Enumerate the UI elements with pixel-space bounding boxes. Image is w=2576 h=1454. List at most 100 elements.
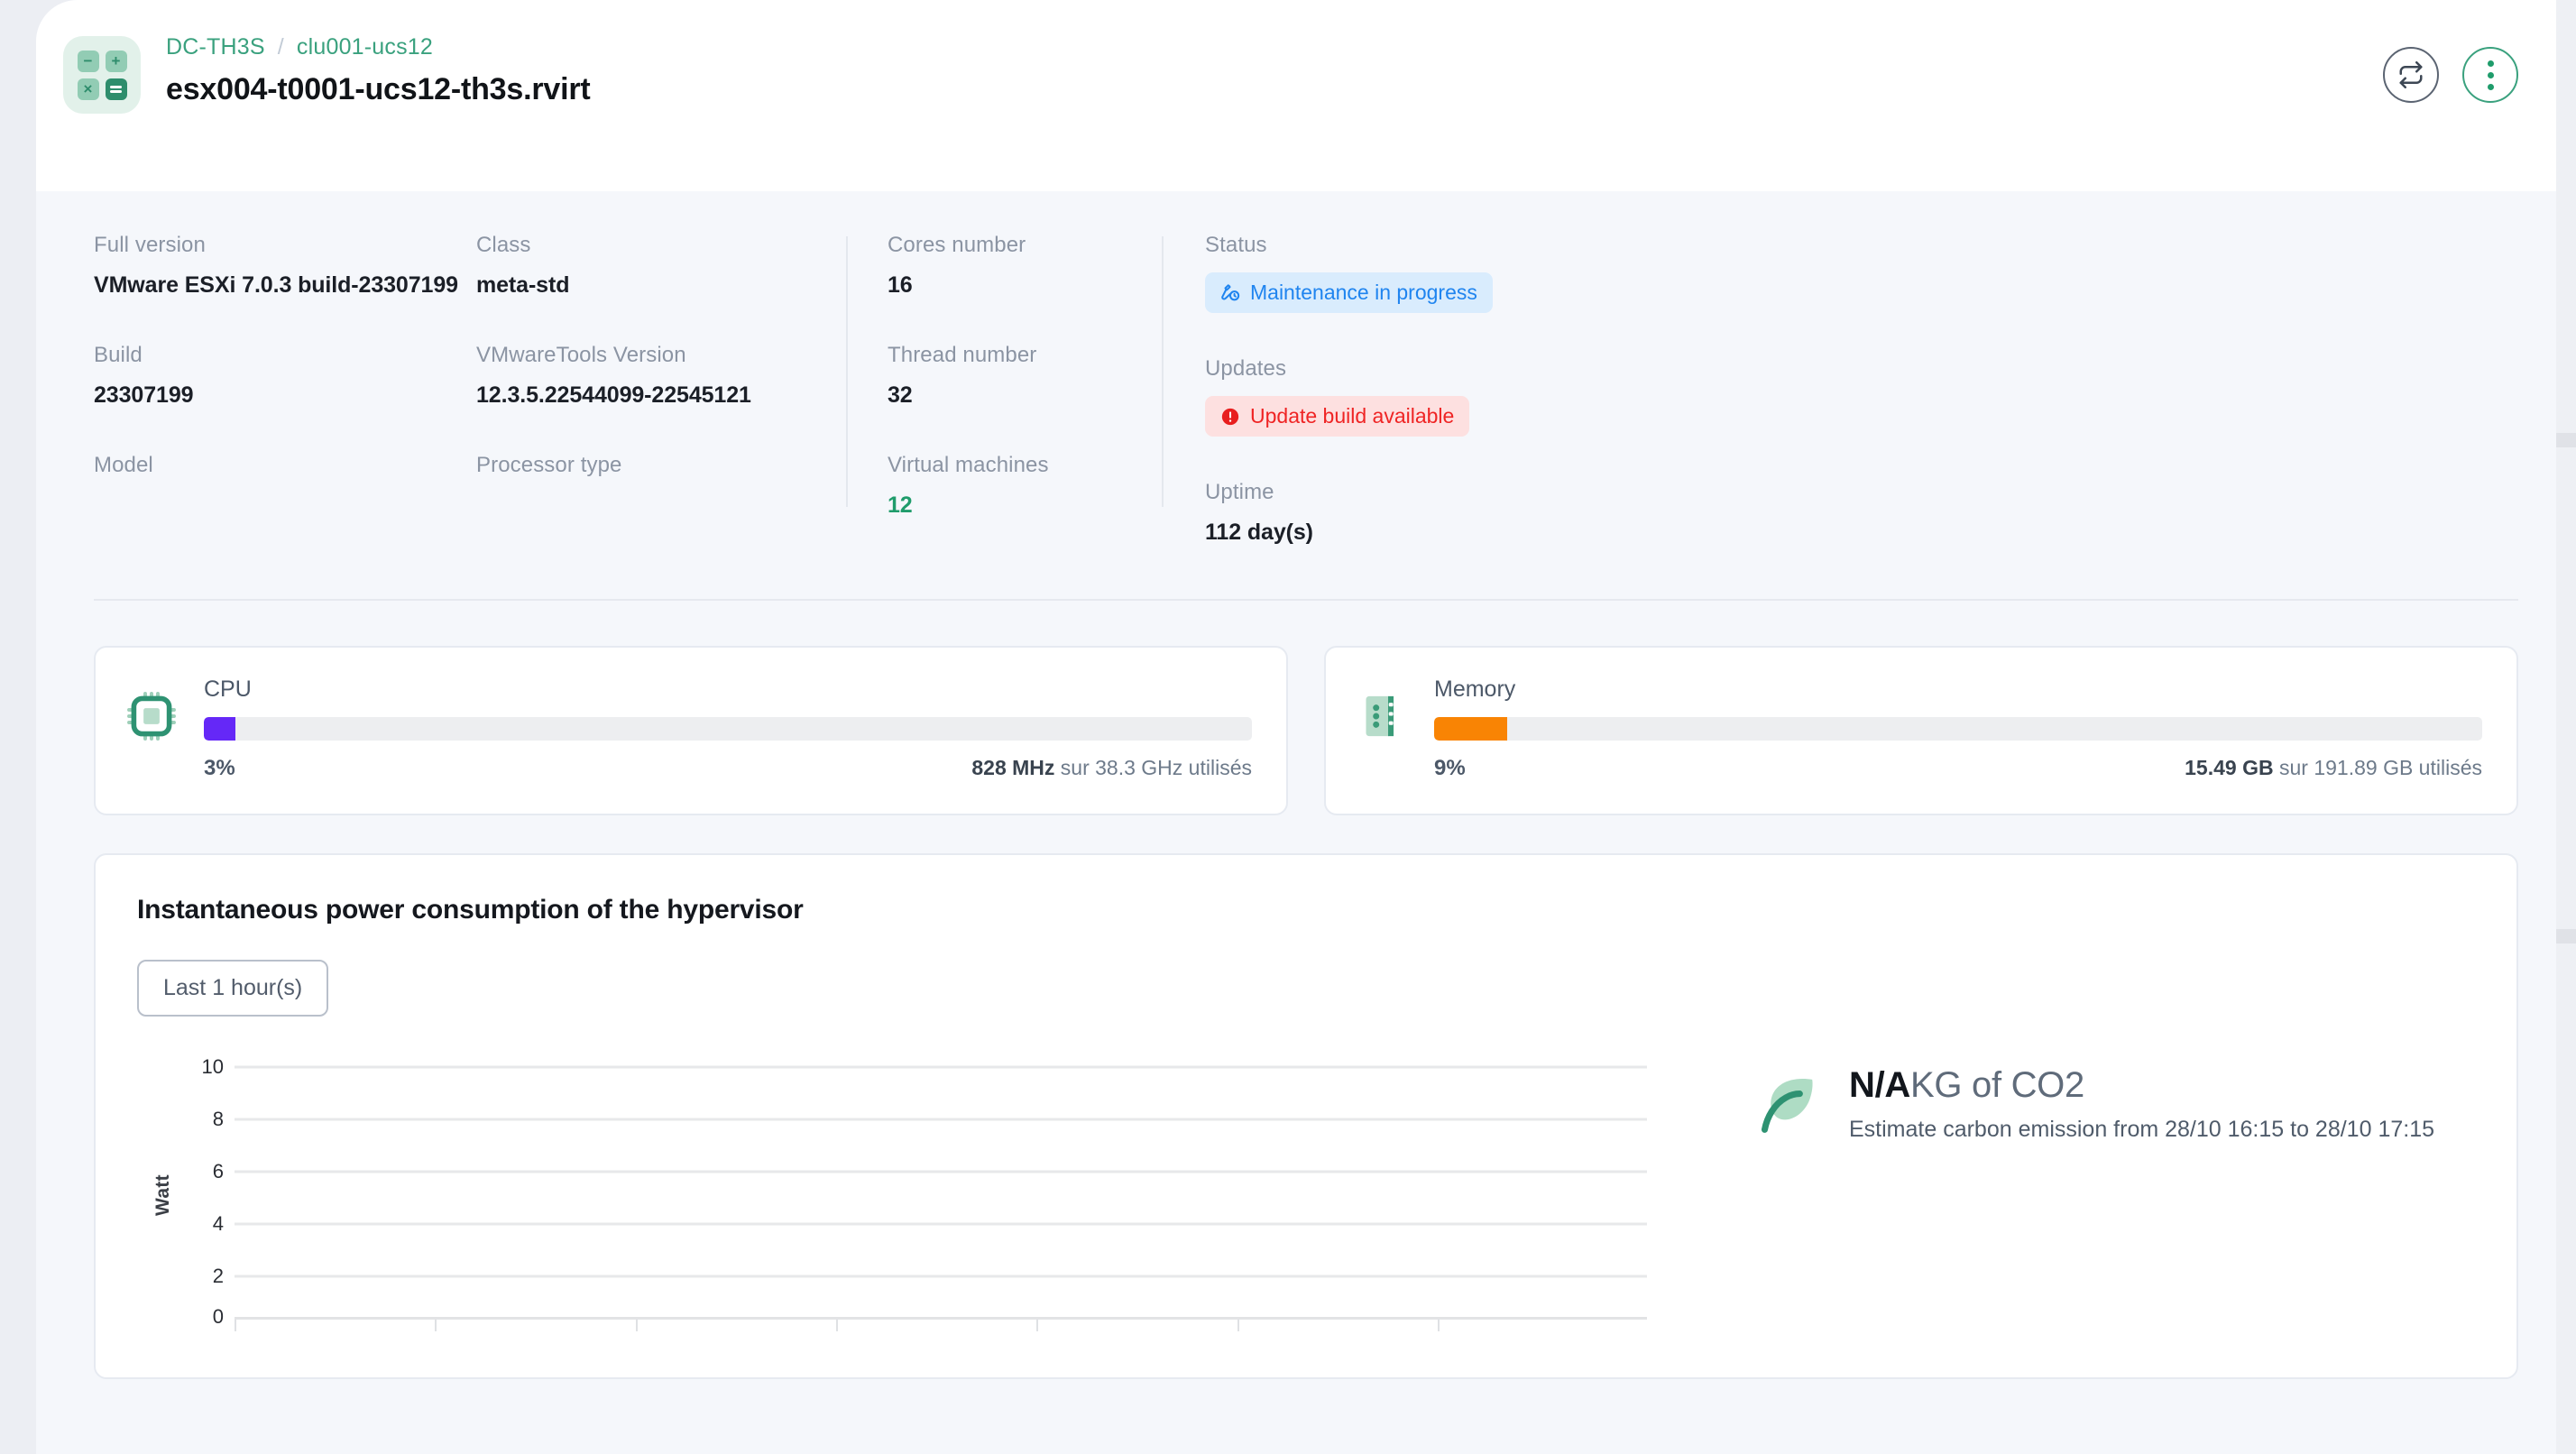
scrollbar-mark (2556, 929, 2576, 943)
memory-progress-fill (1434, 717, 1508, 741)
chart-y-tick: 10 (201, 1055, 224, 1078)
chart-x-axis (235, 1317, 1647, 1331)
chart-x-tick (635, 1320, 638, 1331)
usage-cards: CPU 3% 828 MHz sur 38.3 GHz utilisés (36, 601, 2576, 815)
updates-badge: Update build available (1205, 396, 1470, 437)
field-label: Full version (94, 233, 206, 257)
breadcrumb-item-cluster[interactable]: clu001-ucs12 (296, 34, 434, 60)
field-processor-type: Processor type (476, 453, 888, 520)
chart-gridline (235, 1118, 1647, 1121)
breadcrumb-separator: / (277, 34, 284, 60)
field-value (476, 492, 888, 520)
chart-y-tick: 8 (212, 1108, 224, 1130)
host-info-section: Full version VMware ESXi 7.0.3 build-233… (94, 191, 2518, 601)
info-column-version: Full version VMware ESXi 7.0.3 build-233… (94, 233, 476, 547)
header-actions (2383, 47, 2518, 103)
chart-y-tick: 6 (212, 1160, 224, 1183)
chart-gridline (235, 1275, 1647, 1278)
breadcrumb-item-datacenter[interactable]: DC-TH3S (166, 34, 265, 60)
refresh-button[interactable] (2383, 47, 2439, 103)
vertical-scrollbar[interactable] (2556, 0, 2576, 1454)
chart-x-tick (235, 1320, 236, 1331)
maintenance-icon (1220, 283, 1240, 303)
field-value: 32 (888, 382, 913, 408)
cpu-used-value: 828 MHz (971, 756, 1055, 779)
cpu-progress-fill (204, 717, 235, 741)
cpu-used-label: 828 MHz sur 38.3 GHz utilisés (971, 756, 1252, 780)
field-label: Cores number (888, 233, 1026, 257)
time-range-button[interactable]: Last 1 hour(s) (137, 960, 329, 1017)
updates-badge-label: Update build available (1250, 404, 1455, 428)
chart-y-tick: 4 (212, 1212, 224, 1235)
cpu-card-title: CPU (204, 676, 252, 702)
cpu-percent-label: 3% (204, 756, 235, 780)
cpu-used-suffix: sur 38.3 GHz utilisés (1060, 756, 1252, 779)
alert-circle-icon (1220, 407, 1240, 427)
chart-x-tick (1036, 1320, 1039, 1331)
field-label: Thread number (888, 343, 1037, 367)
cpu-chip-icon (126, 676, 177, 746)
chart-gridline (235, 1170, 1647, 1173)
chart-gridline (235, 1065, 1647, 1069)
field-label: Virtual machines (888, 453, 1049, 477)
memory-used-value: 15.49 GB (2185, 756, 2274, 779)
co2-subtitle: Estimate carbon emission from 28/10 16:1… (1849, 1117, 2434, 1142)
field-thread-number: Thread number 32 (888, 343, 1205, 410)
calc-minus-key: − (77, 50, 99, 72)
calc-plus-key: + (105, 50, 127, 72)
field-build: Build 23307199 (94, 343, 476, 410)
field-label: Model (94, 453, 153, 477)
page-title: esx004-t0001-ucs12-th3s.rvirt (166, 72, 591, 106)
field-cores-number: Cores number 16 (888, 233, 1205, 299)
chart-gridline (235, 1222, 1647, 1226)
info-column-status: Status Maintenance in progress (1162, 233, 2518, 547)
info-column-capacity: Cores number 16 Thread number 32 Virtual… (846, 233, 1205, 547)
page-header: − + × DC-TH3S / clu001-ucs12 esx004-t000… (36, 0, 2576, 191)
scrollbar-mark (2556, 433, 2576, 447)
field-vmwaretools-version: VMwareTools Version 12.3.5.22544099-2254… (476, 343, 888, 410)
memory-used-suffix: sur 191.89 GB utilisés (2278, 756, 2482, 779)
power-consumption-panel: Instantaneous power consumption of the h… (94, 853, 2518, 1379)
memory-used-label: 15.49 GB sur 191.89 GB utilisés (2185, 756, 2482, 780)
co2-headline: N/AKG of CO2 (1849, 1065, 2434, 1106)
field-value: 112 day(s) (1205, 520, 1313, 545)
field-label: Updates (1205, 356, 1287, 381)
memory-stick-icon (1357, 676, 1407, 746)
field-label: Build (94, 343, 143, 367)
field-label: Processor type (476, 453, 622, 477)
memory-progress-track (1434, 717, 2482, 741)
field-value: 12.3.5.22544099-22545121 (476, 382, 751, 408)
co2-unit: KG of CO2 (1910, 1065, 2084, 1105)
chart-x-tick (1237, 1320, 1239, 1331)
status-badge-label: Maintenance in progress (1250, 281, 1477, 304)
page-root: − + × DC-TH3S / clu001-ucs12 esx004-t000… (36, 0, 2576, 1454)
chart-y-tick: 0 (212, 1305, 224, 1328)
chart-x-tick (1438, 1320, 1440, 1331)
cpu-usage-card: CPU 3% 828 MHz sur 38.3 GHz utilisés (94, 646, 1288, 815)
chart-y-tick: 2 (212, 1265, 224, 1287)
memory-percent-label: 9% (1434, 756, 1466, 780)
breadcrumb: DC-TH3S / clu001-ucs12 (166, 34, 590, 60)
calc-equals-key (105, 78, 127, 100)
virtual-machines-link[interactable]: 12 (888, 492, 913, 518)
more-options-button[interactable] (2462, 47, 2518, 103)
field-uptime: Uptime 112 day(s) (1205, 480, 2518, 547)
more-options-icon (2487, 60, 2494, 90)
refresh-icon (2399, 61, 2423, 88)
field-value: 23307199 (94, 382, 194, 408)
field-label: Uptime (1205, 480, 1274, 504)
carbon-emission-block: N/AKG of CO2 Estimate carbon emission fr… (1725, 1060, 2475, 1330)
field-value (94, 492, 476, 520)
chart-x-tick (836, 1320, 839, 1331)
field-class: Class meta-std (476, 233, 888, 299)
memory-usage-card: Memory 9% 15.49 GB sur 191.89 GB utilisé… (1324, 646, 2518, 815)
field-virtual-machines: Virtual machines 12 (888, 453, 1205, 520)
field-value: VMware ESXi 7.0.3 build-23307199 (94, 272, 458, 298)
field-updates: Updates Update build available (1205, 356, 2518, 437)
cpu-progress-track (204, 717, 1252, 741)
field-label: VMwareTools Version (476, 343, 686, 367)
calc-multiply-key: × (77, 78, 99, 100)
status-badge: Maintenance in progress (1205, 272, 1493, 313)
power-chart: Watt 10 8 6 4 2 0 (137, 1055, 1725, 1331)
power-panel-title: Instantaneous power consumption of the h… (137, 895, 804, 925)
